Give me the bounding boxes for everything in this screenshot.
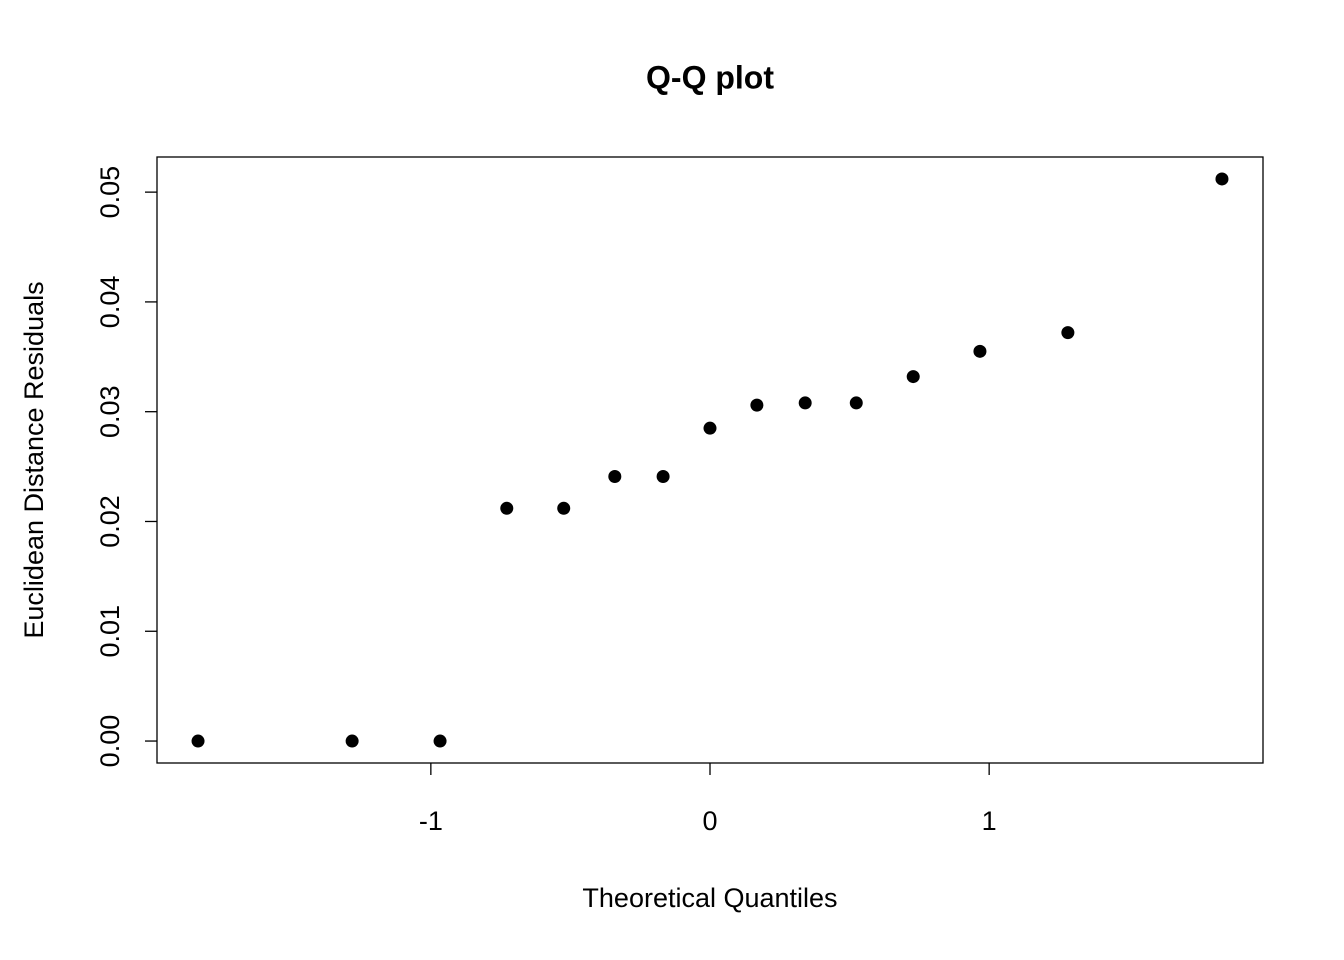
point <box>906 370 920 384</box>
x-tick-label: 0 <box>702 806 717 836</box>
x-axis-label: Theoretical Quantiles <box>582 883 837 913</box>
point <box>750 398 764 412</box>
point <box>191 734 205 748</box>
point <box>973 344 987 358</box>
x-tick-label: -1 <box>419 806 443 836</box>
point <box>433 734 447 748</box>
point <box>656 469 670 483</box>
y-tick-label: 0.05 <box>95 166 125 219</box>
point <box>557 501 571 515</box>
point <box>1061 326 1075 340</box>
point <box>500 501 514 515</box>
y-tick-label: 0.03 <box>95 385 125 438</box>
x-tick-label: 1 <box>982 806 997 836</box>
point <box>703 421 717 435</box>
point <box>798 396 812 410</box>
point <box>345 734 359 748</box>
y-tick-label: 0.02 <box>95 495 125 548</box>
point <box>608 469 622 483</box>
y-tick-label: 0.04 <box>95 276 125 329</box>
y-axis-label: Euclidean Distance Residuals <box>19 281 49 638</box>
plot-frame <box>156 156 1264 764</box>
y-tick-label: 0.01 <box>95 605 125 658</box>
y-tick-label: 0.00 <box>95 715 125 768</box>
point <box>1215 172 1229 186</box>
point <box>849 396 863 410</box>
chart-title: Q-Q plot <box>646 59 774 95</box>
